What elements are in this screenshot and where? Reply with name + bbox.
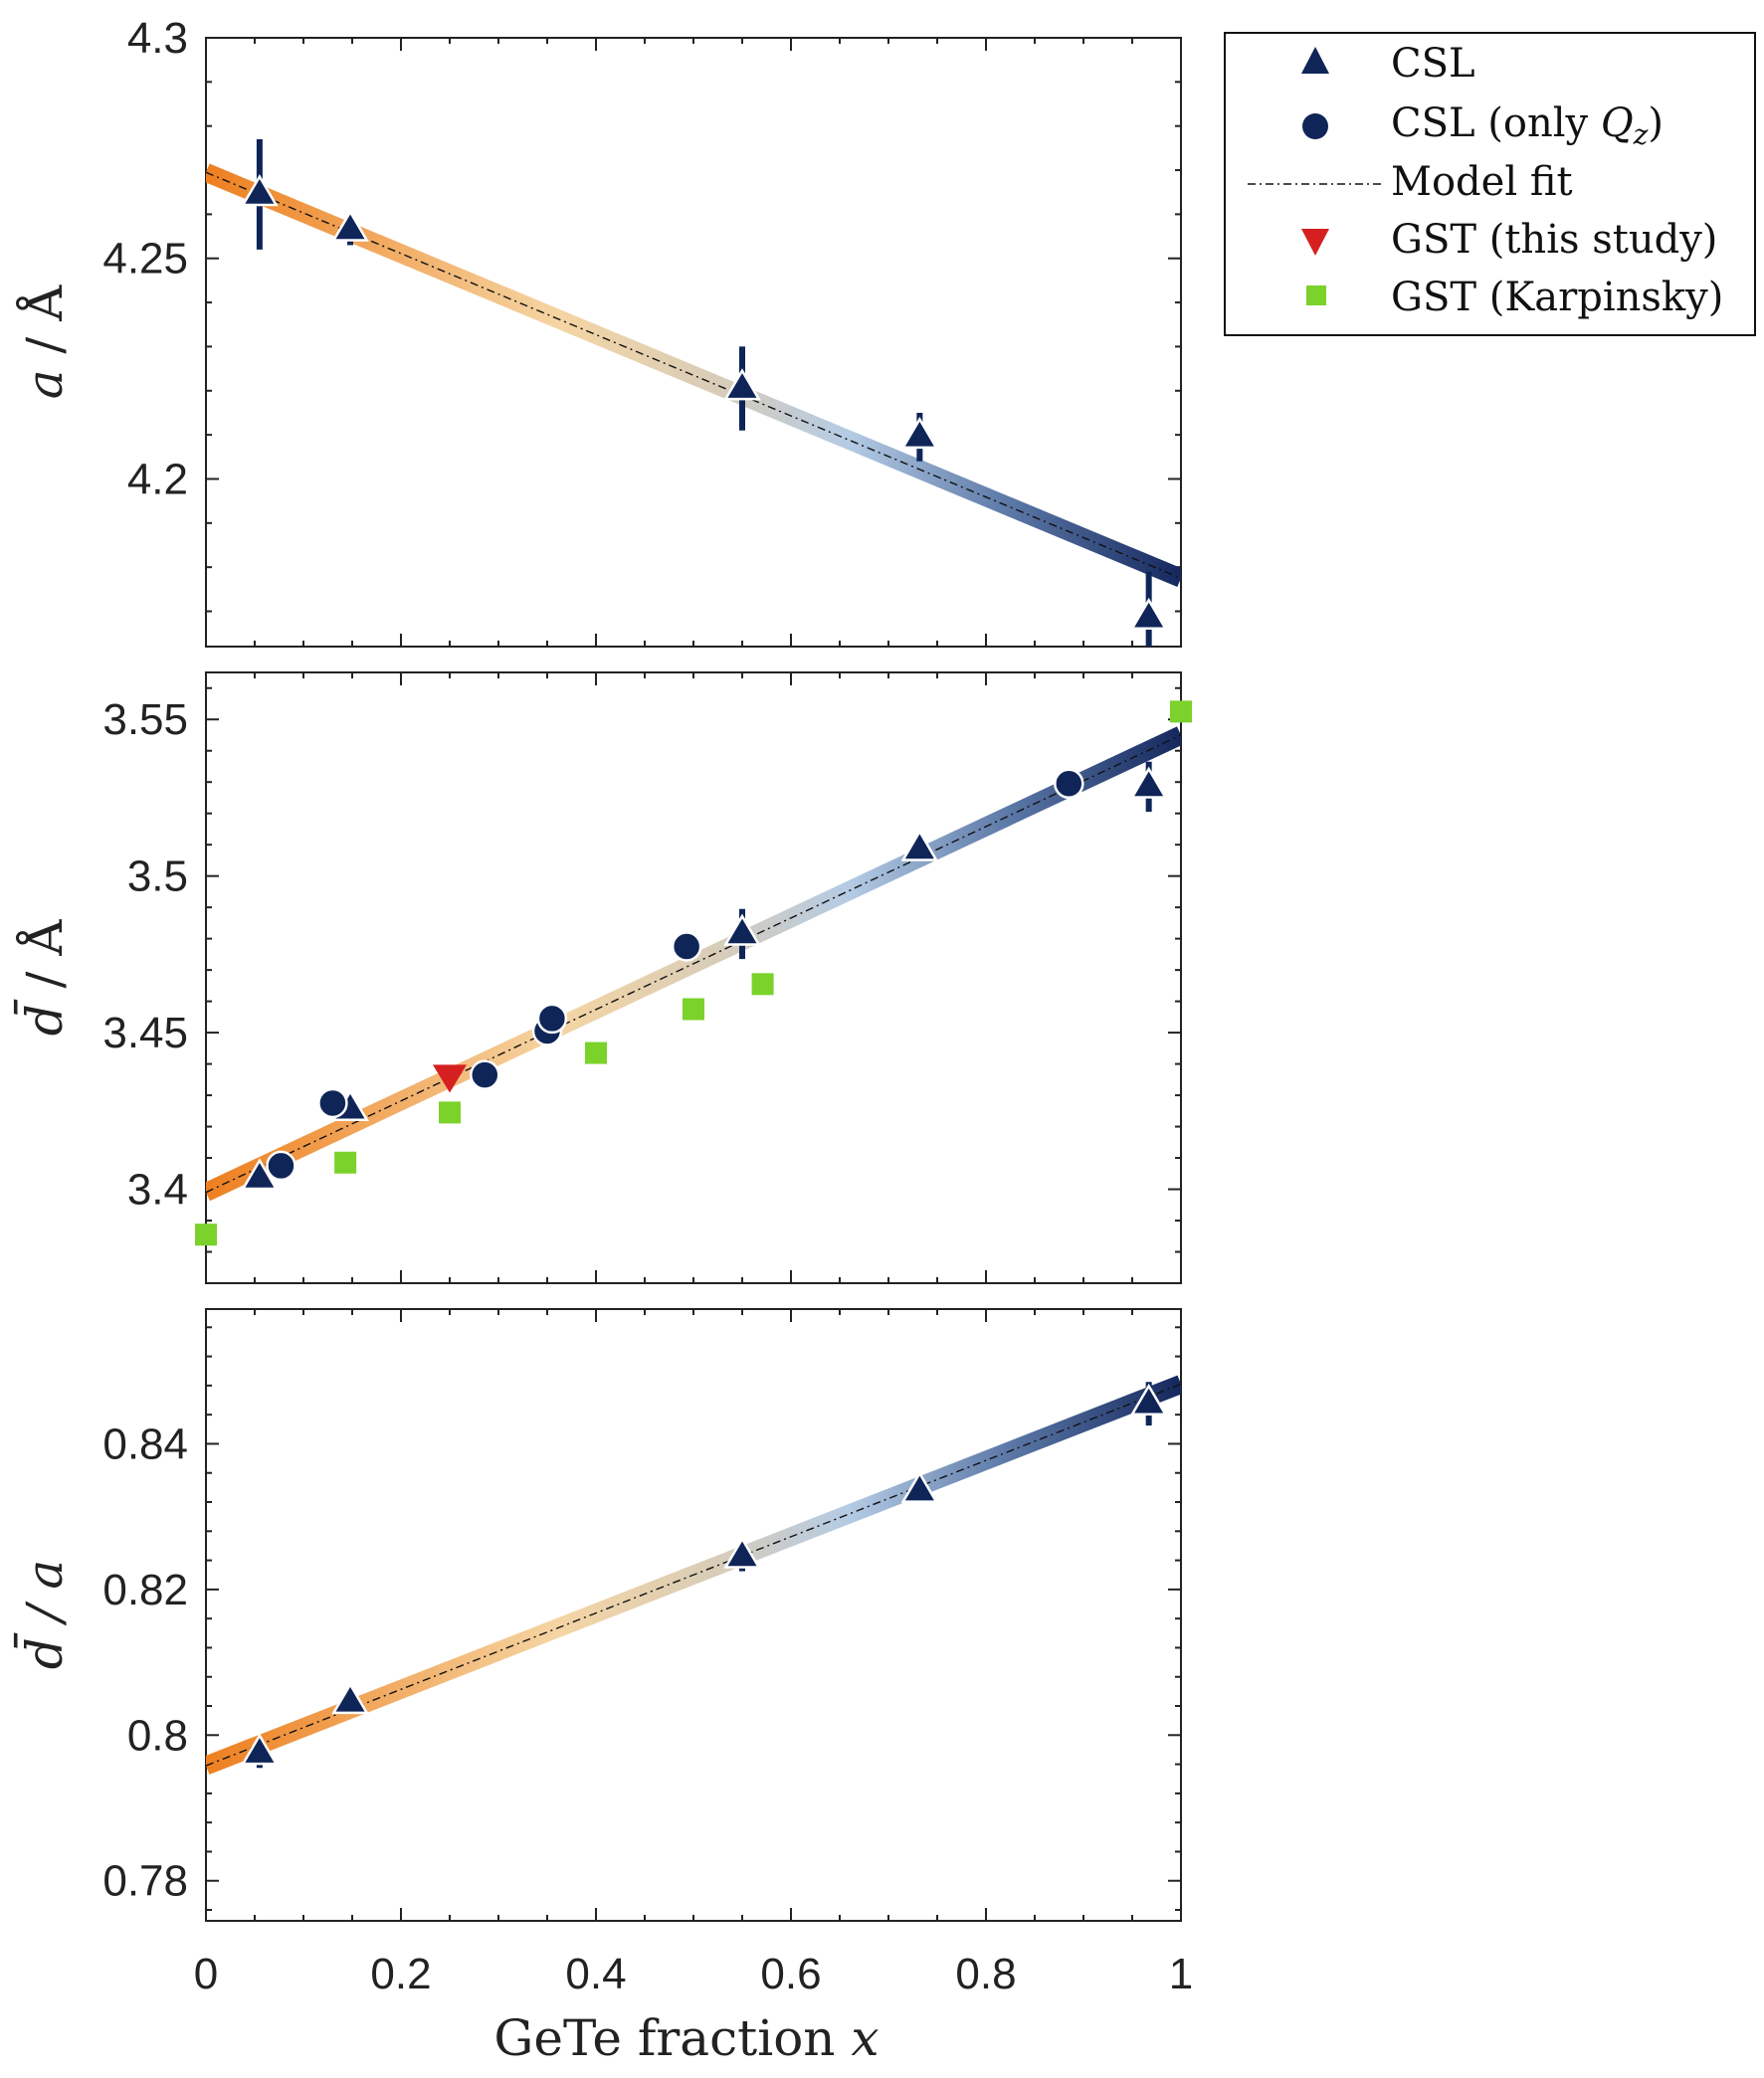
csl-qz-circle-point — [1054, 768, 1084, 800]
gst-karpinsky-point — [334, 1151, 357, 1174]
y-tick-label: 3.55 — [102, 695, 188, 744]
csl-triangle-point — [1129, 597, 1168, 630]
square-icon — [1306, 285, 1326, 305]
x-tick-label: 0.2 — [370, 1950, 431, 1998]
csl-triangle-point — [723, 368, 761, 401]
gst-karpinsky-point — [585, 1041, 607, 1064]
csl-qz-circle-point — [536, 1003, 568, 1035]
csl-qz-circle-point — [470, 1059, 500, 1090]
x-axis-label: GeTe fraction x — [493, 2009, 879, 2067]
x-tick-label: 1 — [1169, 1950, 1193, 1998]
legend: CSL CSL (only Qz) Model fit GST (this st… — [1224, 32, 1756, 336]
model-fit-line — [206, 734, 1181, 1194]
plot-area — [205, 37, 1182, 648]
csl-triangle-point — [723, 913, 761, 946]
csl-triangle-point — [900, 1470, 939, 1503]
csl-triangle-point — [723, 1536, 761, 1569]
y-tick-label: 3.5 — [127, 852, 188, 901]
y-tick-label: 0.84 — [102, 1419, 188, 1468]
y-tick-label: 4.25 — [102, 235, 188, 283]
x-tick-label: 0.6 — [760, 1950, 821, 1998]
y-axis-label-middle: d̄ / Å — [13, 919, 74, 1037]
y-axis-label-top: a / Å — [15, 284, 74, 399]
model-fit-line — [206, 1383, 1181, 1767]
csl-triangle-point — [331, 1682, 369, 1715]
plot-content — [206, 726, 1181, 1202]
gst-karpinsky-point — [195, 1224, 217, 1246]
gst-karpinsky-point — [1170, 700, 1192, 723]
csl-qz-circle-point — [317, 1087, 348, 1119]
legend-label-csl: CSL — [1391, 41, 1475, 87]
x-tick-label: 0.8 — [955, 1950, 1016, 1998]
csl-triangle-point — [900, 829, 939, 861]
legend-label-model-fit: Model fit — [1391, 159, 1573, 205]
x-tick-label: 0 — [194, 1950, 218, 1998]
csl-triangle-point — [241, 1158, 279, 1191]
legend-label-gst-this-study: GST (this study) — [1391, 217, 1717, 263]
csl-triangle-point — [1129, 766, 1168, 799]
csl-triangle-point — [1129, 1383, 1168, 1416]
y-tick-label: 0.78 — [102, 1857, 188, 1906]
csl-triangle-point — [900, 417, 939, 450]
csl-qz-circle-point — [671, 931, 702, 962]
chart-panel-top: 4.2 4.25 4.3 — [102, 14, 1182, 648]
y-tick-label: 3.45 — [102, 1009, 188, 1057]
plot-content — [206, 139, 1181, 647]
csl-triangle-point — [241, 1733, 279, 1766]
legend-box — [1224, 32, 1756, 336]
y-tick-label: 0.8 — [127, 1711, 188, 1760]
triangle-down-icon — [1301, 229, 1329, 256]
x-tick-label: 0.4 — [565, 1950, 626, 1998]
gst-karpinsky-point — [751, 973, 774, 996]
y-tick-label: 3.4 — [127, 1166, 188, 1215]
legend-label-gst-karpinsky: GST (Karpinsky) — [1391, 275, 1723, 320]
y-tick-label: 0.82 — [102, 1566, 188, 1614]
chart-panel-bottom: 0.78 0.8 0.82 0.84 — [102, 1308, 1182, 1922]
gst-this-study-point — [433, 1064, 467, 1093]
y-tick-label: 4.3 — [127, 14, 188, 63]
plot-content — [206, 1375, 1181, 1775]
y-tick-label: 4.2 — [127, 455, 188, 503]
plot-area — [205, 671, 1182, 1284]
y-axis-label-bottom: d̄ / a — [13, 1560, 74, 1669]
model-fit-line — [206, 171, 1181, 579]
chart-panel-middle: 3.4 3.45 3.5 3.55 — [102, 671, 1192, 1284]
csl-triangle-point — [331, 209, 369, 242]
plot-area — [205, 1308, 1182, 1922]
x-tick-labels: 0 0.2 0.4 0.6 0.8 1 — [194, 1950, 1193, 1998]
triangle-up-icon — [1301, 47, 1329, 74]
csl-qz-circle-point — [266, 1150, 296, 1182]
legend-label-csl-qz: CSL (only Qz) — [1391, 100, 1664, 151]
gst-karpinsky-point — [439, 1101, 461, 1124]
circle-icon — [1302, 113, 1328, 139]
gst-karpinsky-point — [683, 998, 704, 1021]
csl-triangle-point — [241, 174, 279, 207]
